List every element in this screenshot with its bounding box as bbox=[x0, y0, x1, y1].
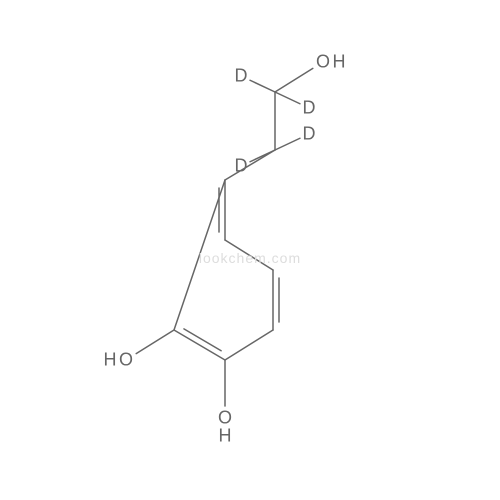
structure-canvas: lookchem.comOHOHOHDDDD bbox=[0, 0, 500, 500]
bond-layer bbox=[0, 0, 500, 500]
